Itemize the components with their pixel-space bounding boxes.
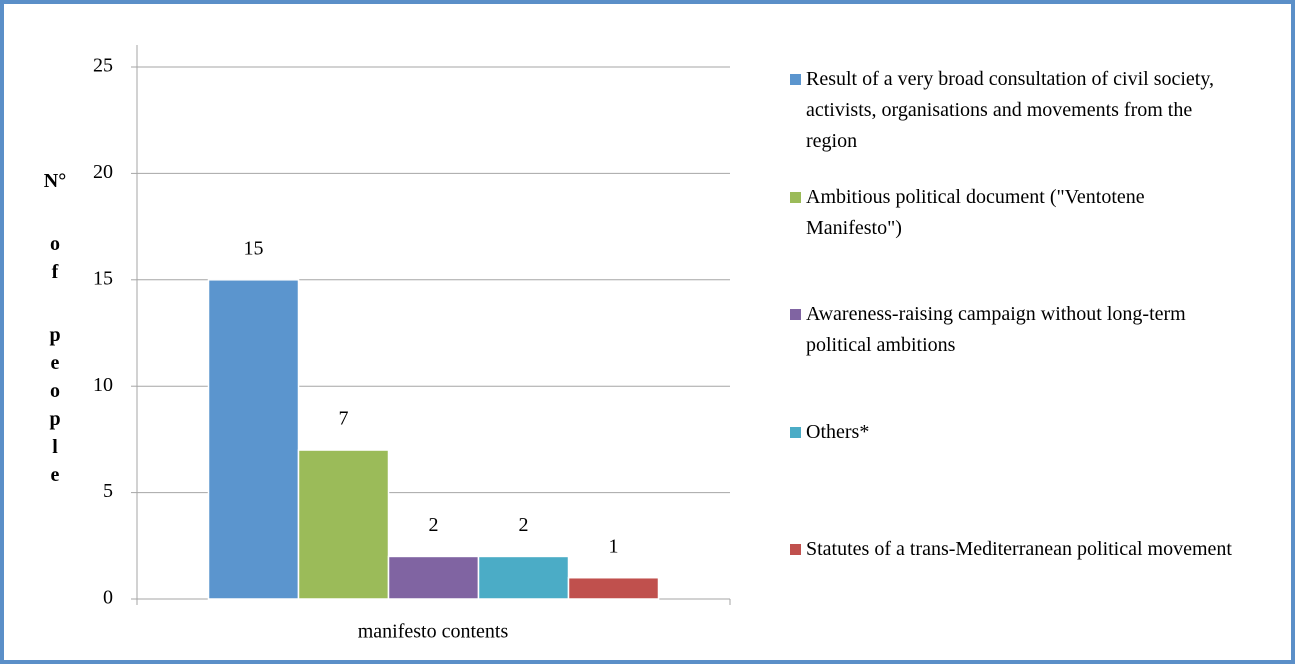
legend-label: Statutes of a trans-Mediterranean politi… (806, 538, 1232, 560)
bar (387, 555, 480, 600)
bar (477, 555, 570, 600)
legend-label: Result of a very broad consultation of c… (806, 68, 1215, 152)
value-label: 2 (519, 514, 529, 536)
y-tick-label: 20 (93, 161, 113, 183)
y-tick-label: 10 (93, 374, 113, 396)
legend-label: Others* (806, 420, 870, 443)
value-label: 2 (429, 514, 439, 536)
legend-swatch (790, 309, 801, 320)
legend-item: Ambitious political document ("Ventotene… (790, 182, 1240, 244)
bar (567, 576, 660, 600)
legend-label: Awareness-raising campaign without long-… (806, 303, 1186, 356)
y-tick-label: 5 (103, 480, 113, 502)
y-axis-label: N° o f p e o p l e (44, 170, 66, 486)
legend-item: Others* (790, 417, 1240, 448)
value-label: 1 (609, 535, 619, 557)
legend-label: Ambitious political document ("Ventotene… (806, 185, 1145, 239)
legend-item: Statutes of a trans-Mediterranean politi… (790, 534, 1240, 565)
legend-swatch (790, 74, 801, 85)
value-label: 7 (339, 408, 349, 430)
bar (297, 449, 390, 600)
legend-swatch (790, 544, 801, 555)
y-tick-label: 0 (103, 587, 113, 609)
legend-item: Awareness-raising campaign without long-… (790, 299, 1240, 361)
bar (207, 279, 300, 600)
y-tick-label: 15 (93, 267, 113, 289)
y-tick-label: 25 (93, 55, 113, 77)
legend-item: Result of a very broad consultation of c… (790, 64, 1240, 157)
legend-swatch (790, 426, 801, 438)
legend-swatch (790, 191, 801, 203)
value-label: 15 (244, 237, 264, 259)
x-axis-label: manifesto contents (358, 621, 509, 643)
